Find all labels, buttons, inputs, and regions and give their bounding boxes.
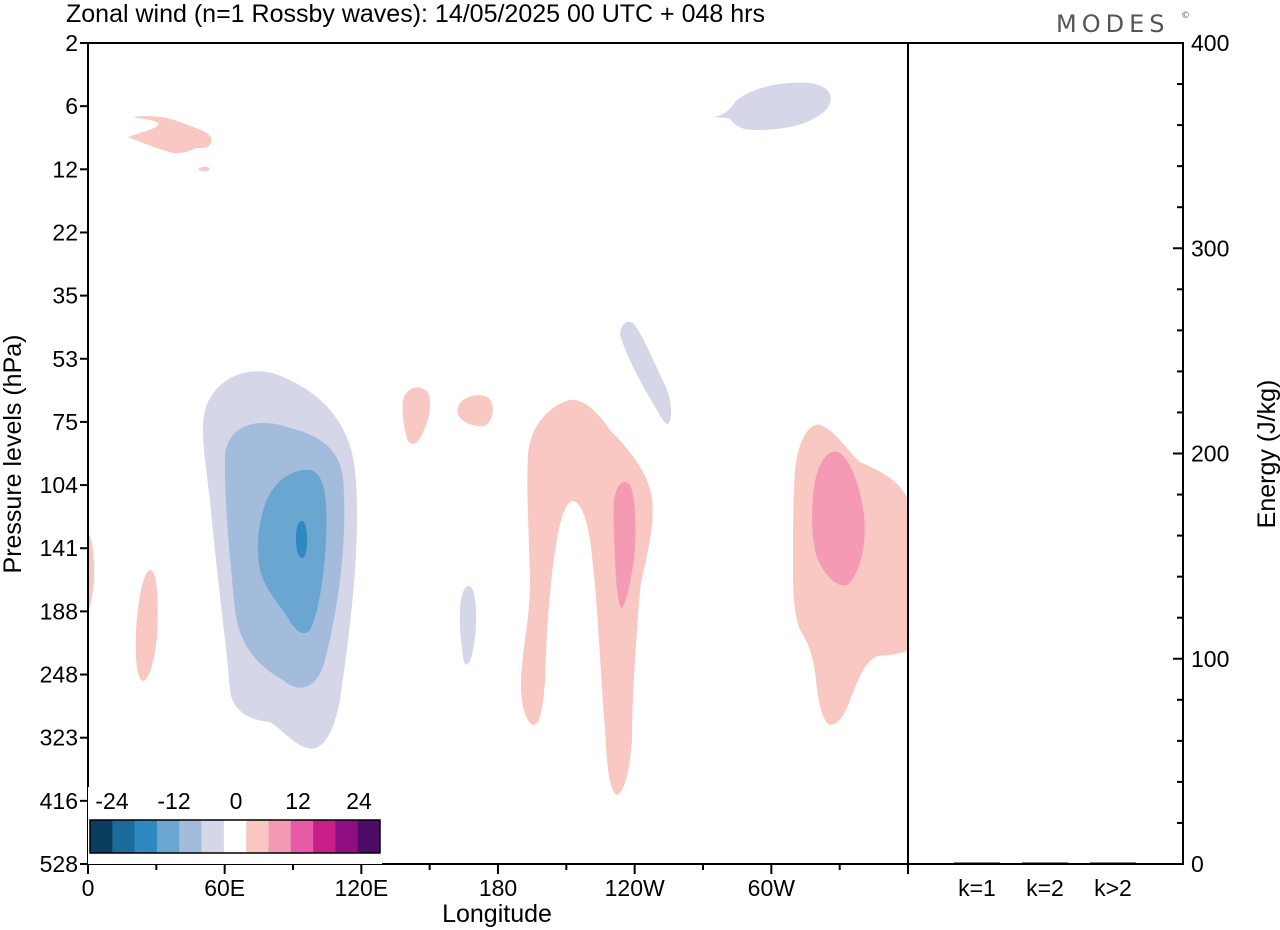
energy-bars — [954, 862, 1136, 864]
colorbar-cell — [201, 820, 225, 853]
energy-tick-labels: 0 100 200 300 400 — [1191, 30, 1229, 877]
energy-tick-label: 300 — [1191, 235, 1229, 261]
colorbar-label: -24 — [95, 788, 128, 814]
pressure-tick-label: 323 — [40, 725, 78, 751]
colorbar-cells — [90, 820, 381, 853]
energy-bar — [954, 862, 1000, 864]
longitude-tick-label: 120W — [605, 875, 665, 901]
contour-fields — [88, 82, 908, 865]
longitude-tick-label: 0 — [82, 875, 95, 901]
energy-category-label: k=2 — [1026, 875, 1064, 901]
pos-left-strip-region — [135, 570, 158, 681]
colorbar-cell — [335, 820, 358, 853]
longitude-tick-marks — [87, 864, 909, 874]
energy-tick-label: 100 — [1191, 646, 1229, 672]
longitude-tick-label: 180 — [479, 875, 517, 901]
colorbar-cell — [290, 820, 314, 853]
energy-category-labels: k=1 k=2 k>2 — [958, 875, 1132, 901]
chart-title: Zonal wind (n=1 Rossby waves): 14/05/202… — [66, 0, 765, 28]
colorbar-cell — [134, 820, 158, 853]
energy-bar — [1022, 862, 1068, 864]
brand-mark: © — [1181, 11, 1195, 21]
energy-tick-label: 400 — [1191, 30, 1229, 56]
colorbar-cell — [179, 820, 202, 853]
colorbar-cell — [90, 820, 113, 853]
pressure-tick-label: 53 — [52, 346, 78, 372]
pressure-tick-label: 188 — [40, 598, 78, 624]
pressure-tick-label: 22 — [52, 219, 78, 245]
pressure-tick-label: 75 — [52, 409, 78, 435]
colorbar-labels: -24 -12 0 12 24 — [95, 788, 372, 814]
pressure-tick-labels: 2 6 12 22 35 53 75 104 141 188 248 323 416 528 — [40, 30, 79, 877]
energy-tick-label: 0 — [1191, 851, 1204, 877]
pressure-tick-label: 141 — [40, 535, 78, 561]
pos-central-region — [520, 399, 653, 795]
pos-tiny-region — [198, 166, 210, 172]
neg-upper-region — [714, 82, 831, 130]
colorbar: -24 -12 0 12 24 — [88, 787, 382, 864]
brand-logo: MODES — [1056, 10, 1169, 38]
pos-left-edge-region — [88, 532, 95, 612]
pressure-tick-label: 416 — [40, 788, 78, 814]
colorbar-cell — [156, 820, 180, 853]
longitude-tick-labels: 0 60E 120E 180 120W 60W — [82, 875, 796, 901]
colorbar-cell — [246, 820, 269, 853]
colorbar-cell — [313, 820, 336, 853]
energy-tick-marks — [1173, 42, 1183, 865]
pos-right-core-region — [812, 451, 865, 586]
y-axis-label: Pressure levels (hPa) — [0, 335, 27, 574]
energy-axis-label: Energy (J/kg) — [1253, 380, 1280, 529]
longitude-tick-label: 120E — [334, 875, 388, 901]
x-axis-label: Longitude — [442, 900, 552, 928]
energy-category-label: k>2 — [1094, 875, 1132, 901]
pos-blob-a-region — [402, 387, 431, 444]
colorbar-label: 0 — [230, 788, 243, 814]
neg-level4-region — [296, 521, 307, 558]
pos-upper-left-region — [128, 116, 212, 154]
colorbar-outline — [89, 819, 381, 854]
pos-blob-b-region — [457, 395, 493, 427]
neg-level3-region — [257, 469, 327, 634]
pressure-tick-label: 12 — [52, 156, 78, 182]
colorbar-label: -12 — [157, 788, 190, 814]
pressure-tick-label: 6 — [65, 93, 78, 119]
pressure-tick-label: 35 — [52, 283, 78, 309]
pressure-tick-label: 104 — [40, 472, 79, 498]
energy-panel-frame — [907, 42, 1184, 865]
colorbar-label: 12 — [285, 788, 311, 814]
energy-category-label: k=1 — [958, 875, 996, 901]
energy-bar — [1090, 862, 1136, 864]
colorbar-cell — [223, 820, 247, 853]
pressure-tick-label: 528 — [40, 851, 78, 877]
longitude-tick-label: 60W — [748, 875, 796, 901]
neg-streak-region — [620, 321, 672, 424]
neg-small-region — [459, 586, 477, 665]
longitude-tick-label: 60E — [204, 875, 245, 901]
colorbar-label: 24 — [346, 788, 372, 814]
pressure-tick-marks — [80, 42, 88, 865]
energy-tick-label: 200 — [1191, 441, 1229, 467]
colorbar-cell — [112, 820, 135, 853]
pos-central-core-region — [613, 481, 636, 608]
colorbar-cell — [268, 820, 292, 853]
colorbar-cell — [357, 820, 381, 853]
pressure-tick-label: 248 — [40, 662, 78, 688]
pressure-tick-label: 2 — [65, 30, 78, 56]
